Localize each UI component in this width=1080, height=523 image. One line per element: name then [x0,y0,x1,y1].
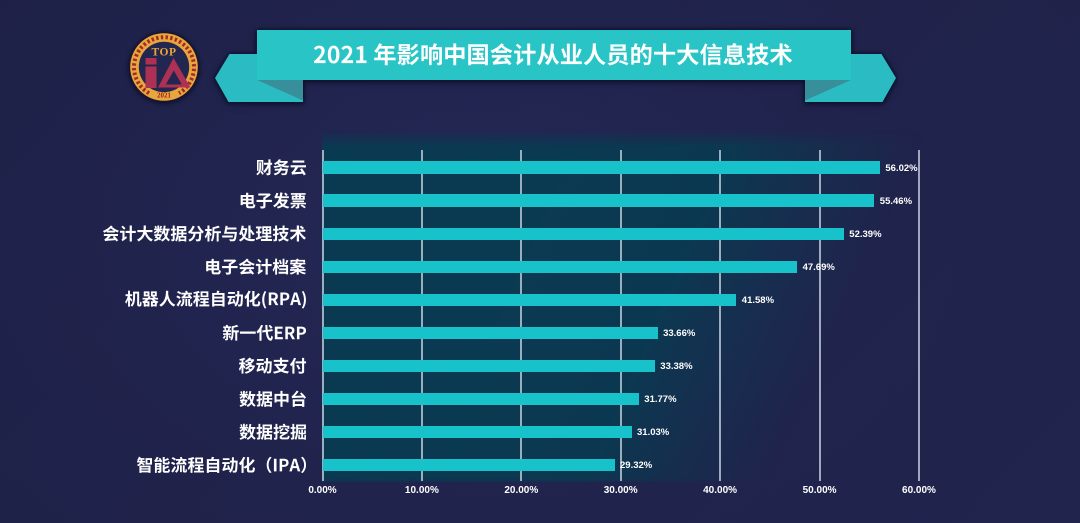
svg-text:TOP: TOP [152,47,177,59]
svg-text:2021: 2021 [157,92,172,100]
